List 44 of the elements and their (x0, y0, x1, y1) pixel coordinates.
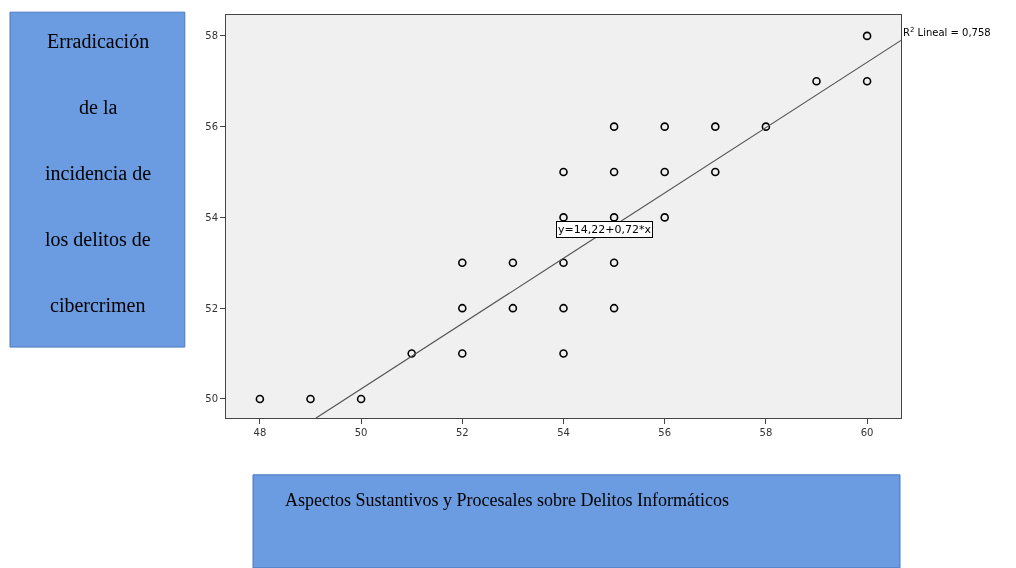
x-tick-label: 48 (253, 427, 267, 438)
point (660, 122, 669, 131)
point (609, 303, 619, 313)
annotation: y=14,22+0,72*x (558, 223, 652, 236)
point (356, 394, 366, 404)
point (660, 213, 669, 222)
point (609, 167, 619, 177)
point (559, 258, 568, 268)
point (862, 31, 872, 41)
text: R$^{2}$ Lineal = 0,758 (903, 26, 991, 39)
point (761, 122, 771, 131)
x-tick-label: 60 (860, 427, 874, 438)
y-tick-label: 52 (205, 302, 218, 314)
x-tick-label: 54 (557, 427, 570, 438)
point (407, 349, 416, 358)
point (458, 349, 467, 358)
x-tick-label: 52 (455, 427, 469, 438)
point (508, 303, 518, 313)
point (609, 213, 619, 222)
y-tick-label: 56 (205, 121, 218, 133)
point (609, 122, 619, 131)
text: Erradicación de la incidencia de los delitos de cibercrimen (45, 30, 152, 316)
point (508, 258, 518, 268)
point (711, 167, 720, 177)
point (660, 167, 669, 177)
point (711, 122, 720, 131)
x-tick-label: 50 (354, 427, 368, 438)
point (458, 303, 467, 313)
y-tick-label: 58 (205, 30, 218, 42)
point (559, 303, 568, 313)
point (609, 258, 619, 268)
point (559, 167, 568, 177)
y-tick-label: 54 (205, 211, 218, 223)
x-tick-label: 56 (658, 427, 672, 438)
point (306, 394, 315, 404)
point (255, 394, 265, 404)
x-axis-title: Aspectos Sustantivos y Procesales sobre Delitos Informáticos (285, 490, 729, 510)
x-tick-label: 58 (759, 427, 773, 438)
point (559, 213, 568, 222)
point (862, 76, 872, 86)
y-tick-label: 50 (205, 393, 218, 405)
point (559, 349, 568, 358)
point (458, 258, 467, 268)
point (812, 76, 821, 86)
